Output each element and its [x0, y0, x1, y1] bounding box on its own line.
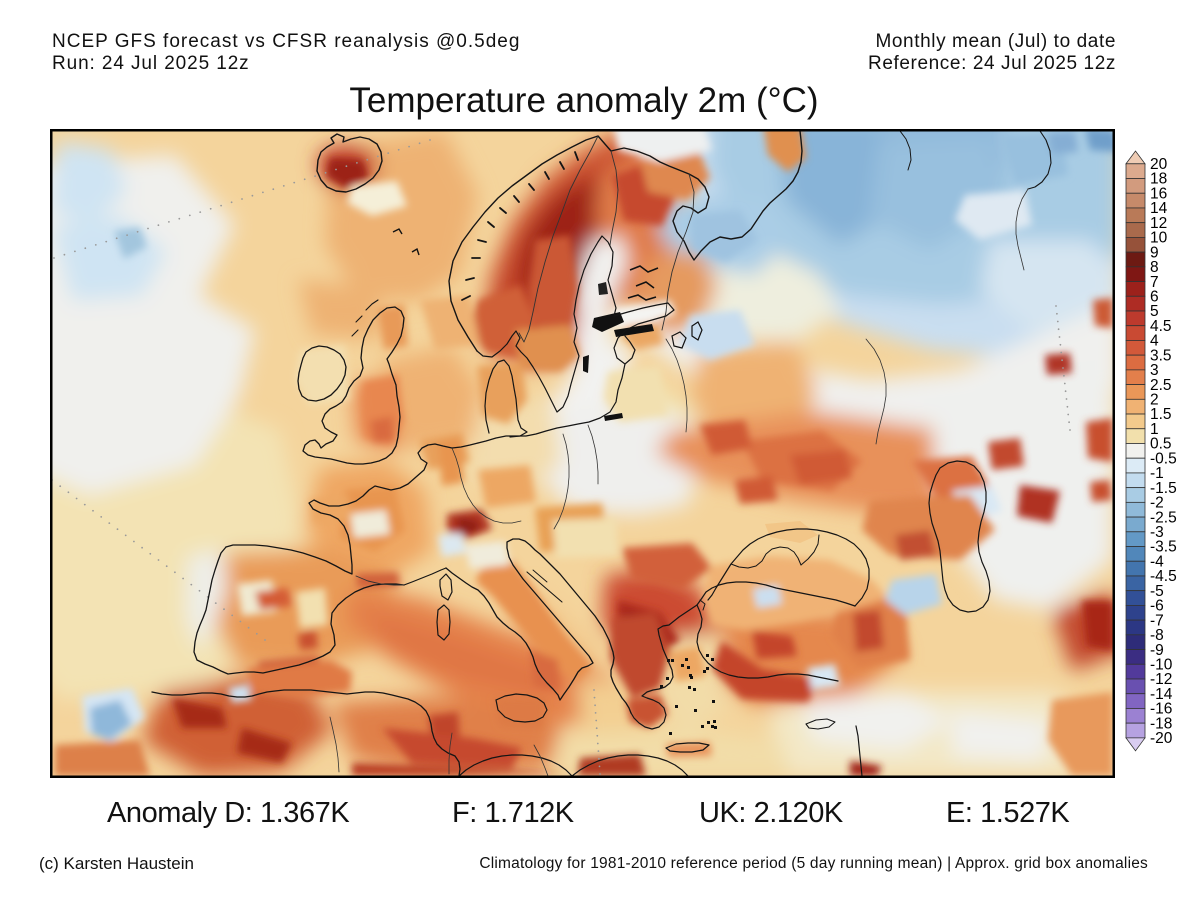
svg-text:-1: -1 — [1150, 465, 1164, 482]
svg-text:8: 8 — [1150, 259, 1159, 276]
svg-text:7: 7 — [1150, 274, 1159, 291]
svg-text:-14: -14 — [1150, 686, 1173, 703]
svg-text:-5: -5 — [1150, 583, 1164, 600]
svg-text:3.5: 3.5 — [1150, 347, 1172, 364]
svg-text:10: 10 — [1150, 230, 1168, 247]
svg-text:18: 18 — [1150, 171, 1167, 188]
svg-text:-12: -12 — [1150, 671, 1172, 688]
svg-text:16: 16 — [1150, 185, 1167, 202]
svg-text:-9: -9 — [1150, 642, 1164, 659]
svg-text:-2.5: -2.5 — [1150, 509, 1177, 526]
svg-text:5: 5 — [1150, 303, 1159, 320]
svg-text:1: 1 — [1150, 421, 1159, 438]
svg-text:14: 14 — [1150, 200, 1168, 217]
svg-text:-3.5: -3.5 — [1150, 539, 1177, 556]
svg-text:-7: -7 — [1150, 612, 1164, 629]
svg-text:-16: -16 — [1150, 701, 1172, 718]
svg-text:2: 2 — [1150, 392, 1159, 409]
svg-text:9: 9 — [1150, 244, 1159, 261]
svg-text:-3: -3 — [1150, 524, 1164, 541]
svg-text:4: 4 — [1150, 333, 1159, 350]
svg-text:-2: -2 — [1150, 495, 1164, 512]
svg-text:-8: -8 — [1150, 627, 1164, 644]
svg-text:0.5: 0.5 — [1150, 436, 1172, 453]
svg-text:12: 12 — [1150, 215, 1167, 232]
svg-text:20: 20 — [1150, 156, 1168, 173]
svg-text:-1.5: -1.5 — [1150, 480, 1177, 497]
svg-text:-20: -20 — [1150, 730, 1173, 747]
svg-text:2.5: 2.5 — [1150, 377, 1172, 394]
svg-text:-0.5: -0.5 — [1150, 450, 1177, 467]
svg-text:1.5: 1.5 — [1150, 406, 1172, 423]
svg-text:-10: -10 — [1150, 656, 1173, 673]
svg-text:-4.5: -4.5 — [1150, 568, 1177, 585]
svg-text:-4: -4 — [1150, 553, 1164, 570]
svg-text:3: 3 — [1150, 362, 1159, 379]
svg-text:6: 6 — [1150, 288, 1159, 305]
svg-text:-18: -18 — [1150, 715, 1172, 732]
svg-text:4.5: 4.5 — [1150, 318, 1172, 335]
svg-text:-6: -6 — [1150, 598, 1164, 615]
